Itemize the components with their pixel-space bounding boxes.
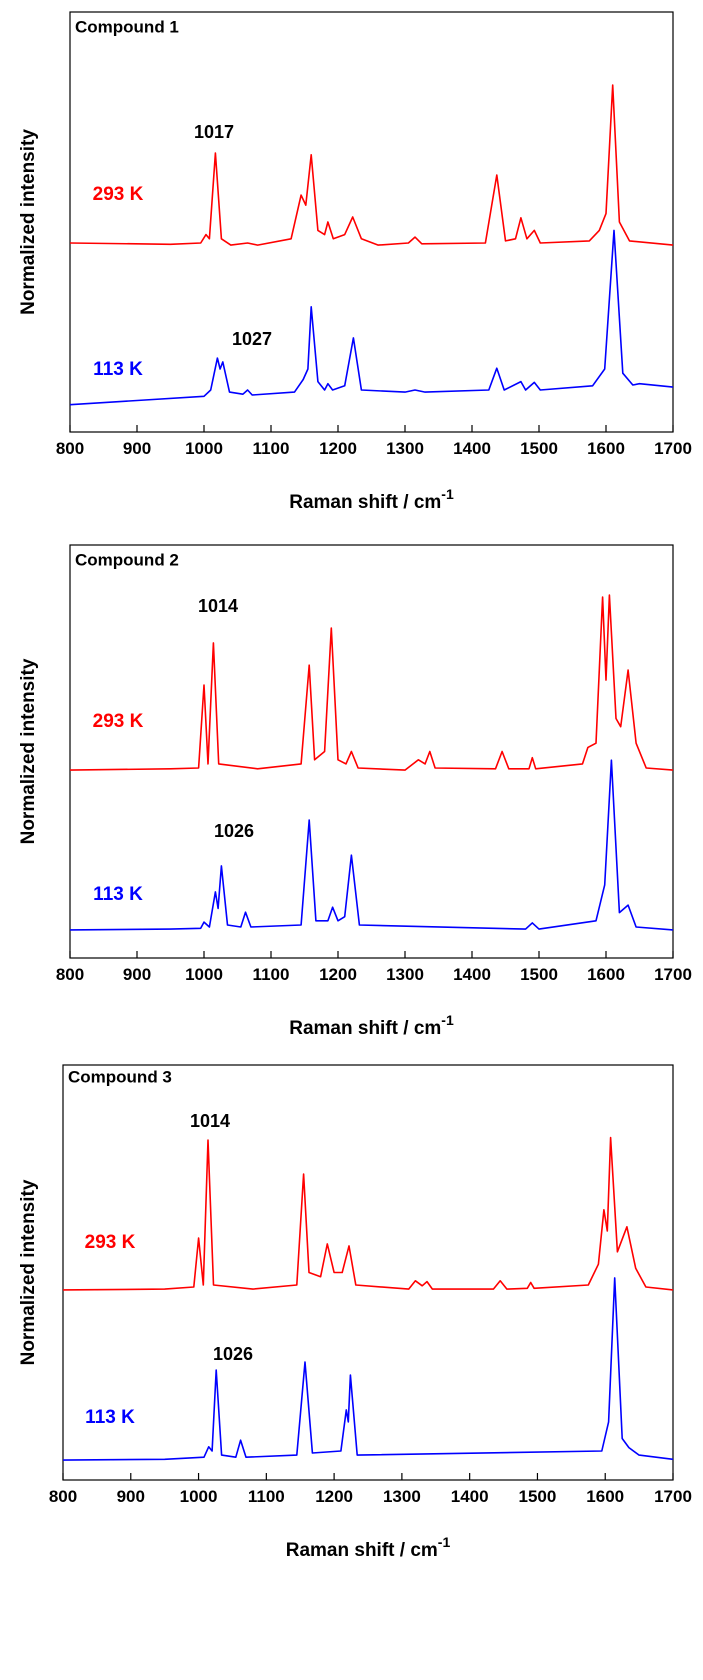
panel-title: Compound 3 — [68, 1067, 172, 1086]
series-label: 113 K — [93, 359, 143, 380]
series-label: 293 K — [93, 711, 144, 732]
y-axis-label: Normalized intensity — [18, 1179, 39, 1365]
x-axis-label-sup: -1 — [438, 1534, 451, 1550]
x-tick-label: 1600 — [586, 1487, 624, 1506]
spectrum-line — [62, 1277, 674, 1461]
x-axis-label-sup: -1 — [441, 1012, 454, 1028]
x-tick-label: 1600 — [587, 439, 625, 458]
x-tick-label: 1300 — [386, 439, 424, 458]
x-tick-label: 1500 — [519, 1487, 557, 1506]
x-tick-label: 900 — [123, 965, 151, 984]
x-axis-label: Raman shift / cm-1 — [286, 1534, 451, 1561]
x-tick-label: 800 — [49, 1487, 77, 1506]
x-axis-label-text: Raman shift / cm — [289, 1018, 441, 1039]
x-tick-label: 900 — [117, 1487, 145, 1506]
x-tick-label: 1200 — [319, 439, 357, 458]
panel-title: Compound 2 — [75, 550, 179, 569]
x-tick-label: 1400 — [451, 1487, 489, 1506]
x-tick-label: 1300 — [386, 965, 424, 984]
series-label: 293 K — [93, 184, 144, 205]
spectrum-line — [62, 1136, 674, 1291]
x-tick-label: 900 — [123, 439, 151, 458]
x-tick-label: 1400 — [453, 439, 491, 458]
peak-annotation: 1026 — [213, 1344, 253, 1364]
peak-annotation: 1026 — [214, 821, 254, 841]
x-tick-label: 1400 — [453, 965, 491, 984]
spectrum-line — [69, 759, 674, 931]
x-tick-label: 1300 — [383, 1487, 421, 1506]
spectrum-line — [69, 594, 674, 771]
x-tick-label: 1700 — [654, 965, 692, 984]
x-tick-label: 1000 — [185, 965, 223, 984]
y-axis-label: Normalized intensity — [18, 658, 39, 844]
x-tick-label: 1500 — [520, 439, 558, 458]
x-axis-label-text: Raman shift / cm — [286, 1540, 438, 1561]
x-axis-label: Raman shift / cm-1 — [289, 486, 454, 513]
panel-title: Compound 1 — [75, 17, 179, 36]
spectrum-line — [69, 229, 674, 406]
x-tick-label: 1200 — [319, 965, 357, 984]
peak-annotation: 1017 — [194, 122, 234, 142]
peak-annotation: 1014 — [198, 596, 238, 616]
x-tick-label: 1200 — [315, 1487, 353, 1506]
x-tick-label: 1700 — [654, 1487, 692, 1506]
series-label: 293 K — [85, 1232, 136, 1253]
x-tick-label: 1100 — [253, 965, 290, 984]
plot-frame — [69, 11, 674, 433]
peak-annotation: 1014 — [190, 1111, 230, 1131]
spectrum-line — [69, 84, 674, 246]
plot-frame — [62, 1064, 674, 1481]
x-tick-label: 1500 — [520, 965, 558, 984]
x-tick-label: 1000 — [180, 1487, 218, 1506]
x-tick-label: 800 — [56, 439, 84, 458]
x-axis-label-sup: -1 — [441, 486, 454, 502]
plot-frame — [69, 544, 674, 959]
series-label: 113 K — [85, 1407, 135, 1428]
peak-annotation: 1027 — [232, 329, 272, 349]
x-tick-label: 1600 — [587, 965, 625, 984]
x-tick-label: 1700 — [654, 439, 692, 458]
x-tick-label: 1000 — [185, 439, 223, 458]
x-tick-label: 1100 — [248, 1487, 285, 1506]
series-label: 113 K — [93, 884, 143, 905]
x-axis-label-text: Raman shift / cm — [289, 492, 441, 513]
x-axis-label: Raman shift / cm-1 — [289, 1012, 454, 1039]
x-tick-label: 800 — [56, 965, 84, 984]
y-axis-label: Normalized intensity — [18, 129, 39, 315]
x-tick-label: 1100 — [253, 439, 290, 458]
